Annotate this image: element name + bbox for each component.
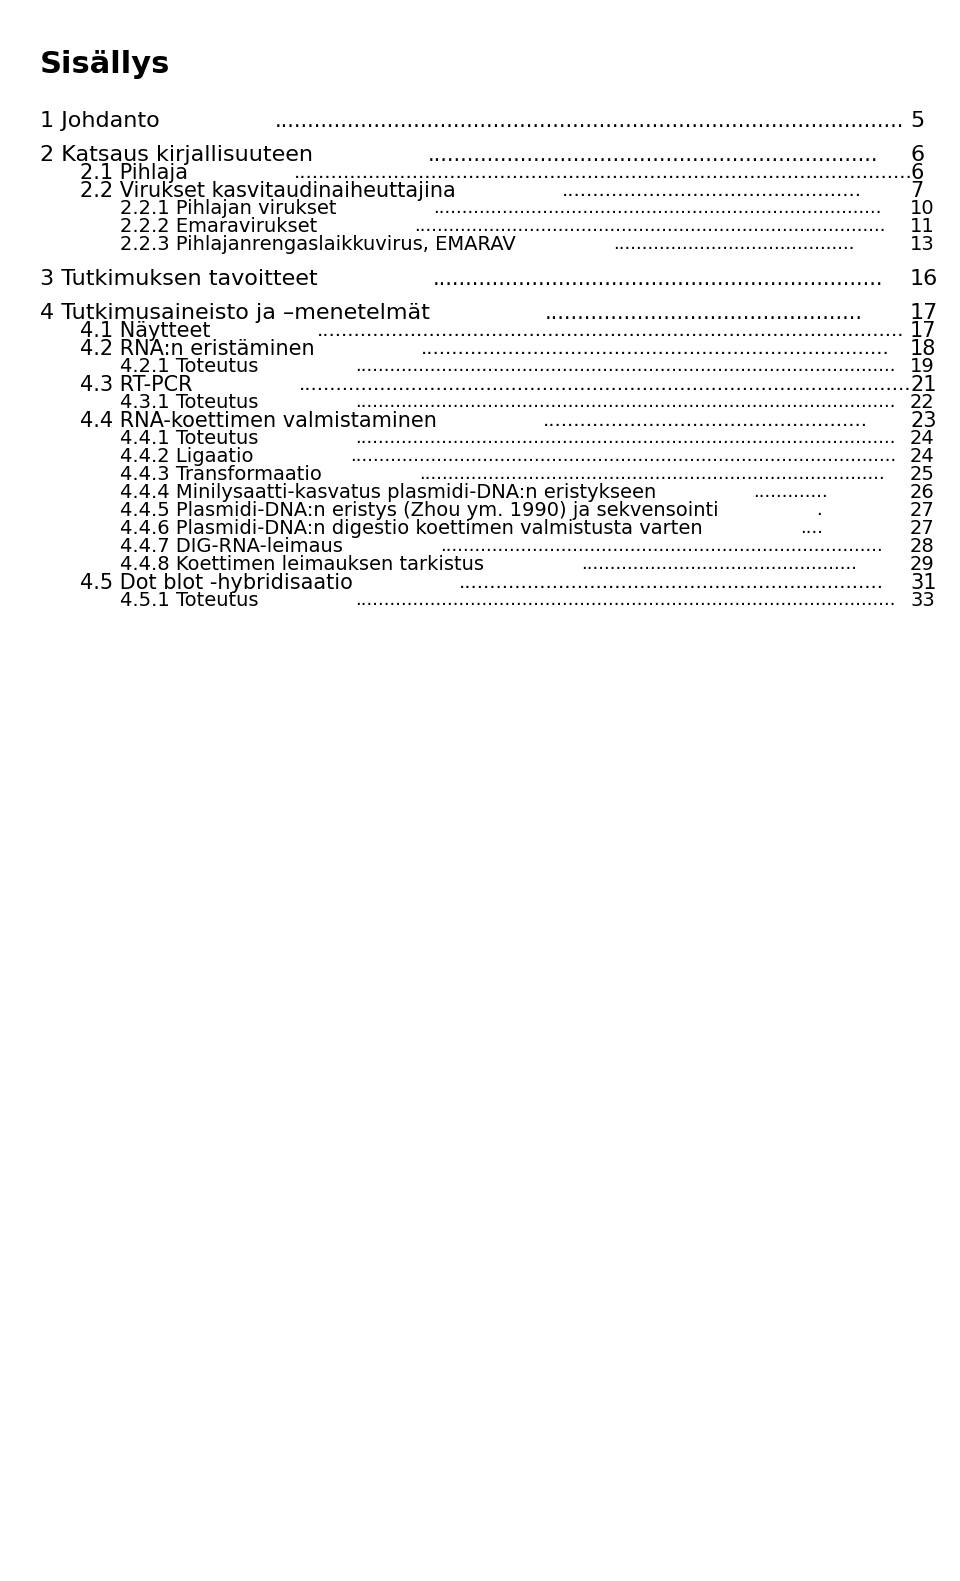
Text: 2.1 Pihlaja: 2.1 Pihlaja	[80, 163, 188, 183]
Text: 17: 17	[910, 321, 937, 341]
Text: 4.3.1 Toteutus: 4.3.1 Toteutus	[120, 392, 258, 411]
Text: ................................................................................: ........................................…	[355, 591, 896, 609]
Text: 4.4.5 Plasmidi-DNA:n eristys (Zhou ym. 1990) ja sekvensointi: 4.4.5 Plasmidi-DNA:n eristys (Zhou ym. 1…	[120, 501, 719, 520]
Text: 26: 26	[910, 482, 935, 501]
Text: 2.2.2 Emaravirukset: 2.2.2 Emaravirukset	[120, 217, 317, 236]
Text: 2.2.1 Pihlajan virukset: 2.2.1 Pihlajan virukset	[120, 199, 337, 218]
Text: ................................................: ........................................…	[562, 180, 862, 199]
Text: 4.4.2 Ligaatio: 4.4.2 Ligaatio	[120, 447, 253, 466]
Text: ................................................................................: ........................................…	[355, 428, 896, 447]
Text: ................................................................................: ........................................…	[355, 357, 896, 375]
Text: 31: 31	[910, 572, 937, 593]
Text: 24: 24	[910, 447, 935, 466]
Text: 4.1 Näytteet: 4.1 Näytteet	[80, 321, 210, 341]
Text: ................................................................................: ........................................…	[275, 111, 904, 131]
Text: 4.4.3 Transformaatio: 4.4.3 Transformaatio	[120, 465, 322, 484]
Text: 6: 6	[910, 145, 924, 164]
Text: ................................................................................: ........................................…	[350, 447, 897, 465]
Text: .: .	[816, 501, 822, 519]
Text: ....................................................................: ........................................…	[459, 572, 884, 591]
Text: 3 Tutkimuksen tavoitteet: 3 Tutkimuksen tavoitteet	[40, 269, 318, 289]
Text: 4.3 RT-PCR: 4.3 RT-PCR	[80, 375, 193, 395]
Text: 7: 7	[910, 180, 924, 201]
Text: 6: 6	[910, 163, 924, 183]
Text: ....: ....	[800, 519, 823, 538]
Text: ................................................................................: ........................................…	[294, 163, 913, 182]
Text: 27: 27	[910, 519, 935, 538]
Text: ................................................: ........................................…	[545, 304, 863, 323]
Text: ................................................................................: ........................................…	[299, 375, 911, 394]
Text: 4.2.1 Toteutus: 4.2.1 Toteutus	[120, 357, 258, 376]
Text: ....................................................................: ........................................…	[433, 269, 883, 289]
Text: 2.2 Virukset kasvitaudinaiheuttajina: 2.2 Virukset kasvitaudinaiheuttajina	[80, 180, 456, 201]
Text: ................................................: ........................................…	[581, 555, 857, 572]
Text: ................................................................................: ........................................…	[317, 321, 904, 340]
Text: 2.2.3 Pihlajanrengaslaikkuvirus, EMARAV: 2.2.3 Pihlajanrengaslaikkuvirus, EMARAV	[120, 236, 516, 255]
Text: 13: 13	[910, 236, 935, 255]
Text: 27: 27	[910, 501, 935, 520]
Text: 1 Johdanto: 1 Johdanto	[40, 111, 159, 131]
Text: 18: 18	[910, 338, 936, 359]
Text: ..........................................: ........................................…	[612, 236, 854, 253]
Text: .............: .............	[754, 482, 828, 501]
Text: 4 Tutkimusaineisto ja –menetelmät: 4 Tutkimusaineisto ja –menetelmät	[40, 304, 430, 323]
Text: 22: 22	[910, 392, 935, 411]
Text: 4.5.1 Toteutus: 4.5.1 Toteutus	[120, 591, 258, 610]
Text: 4.4.7 DIG-RNA-leimaus: 4.4.7 DIG-RNA-leimaus	[120, 538, 343, 557]
Text: 16: 16	[910, 269, 938, 289]
Text: ................................................................................: ........................................…	[415, 217, 886, 236]
Text: ..............................................................................: ........................................…	[434, 199, 882, 217]
Text: ...........................................................................: ........................................…	[420, 338, 889, 357]
Text: 24: 24	[910, 428, 935, 447]
Text: ....................................................: ........................................…	[542, 411, 868, 430]
Text: 21: 21	[910, 375, 937, 395]
Text: 4.4.6 Plasmidi-DNA:n digestio koettimen valmistusta varten: 4.4.6 Plasmidi-DNA:n digestio koettimen …	[120, 519, 703, 538]
Text: 4.5 Dot blot -hybridisaatio: 4.5 Dot blot -hybridisaatio	[80, 572, 353, 593]
Text: 29: 29	[910, 555, 935, 574]
Text: 11: 11	[910, 217, 935, 236]
Text: ....................................................................: ........................................…	[428, 145, 878, 164]
Text: 23: 23	[910, 411, 937, 430]
Text: 10: 10	[910, 199, 935, 218]
Text: 4.4.1 Toteutus: 4.4.1 Toteutus	[120, 428, 258, 447]
Text: 33: 33	[910, 591, 935, 610]
Text: 4.4 RNA-koettimen valmistaminen: 4.4 RNA-koettimen valmistaminen	[80, 411, 437, 430]
Text: 2 Katsaus kirjallisuuteen: 2 Katsaus kirjallisuuteen	[40, 145, 313, 164]
Text: .............................................................................: ........................................…	[440, 538, 882, 555]
Text: 28: 28	[910, 538, 935, 557]
Text: ................................................................................: ........................................…	[419, 465, 884, 482]
Text: 25: 25	[910, 465, 935, 484]
Text: 17: 17	[910, 304, 938, 323]
Text: 4.2 RNA:n eristäminen: 4.2 RNA:n eristäminen	[80, 338, 315, 359]
Text: 4.4.8 Koettimen leimauksen tarkistus: 4.4.8 Koettimen leimauksen tarkistus	[120, 555, 484, 574]
Text: 19: 19	[910, 357, 935, 376]
Text: Sisällys: Sisällys	[40, 51, 170, 79]
Text: ................................................................................: ........................................…	[355, 392, 896, 411]
Text: 4.4.4 Minilysaatti-kasvatus plasmidi-DNA:n eristykseen: 4.4.4 Minilysaatti-kasvatus plasmidi-DNA…	[120, 482, 657, 501]
Text: 5: 5	[910, 111, 924, 131]
